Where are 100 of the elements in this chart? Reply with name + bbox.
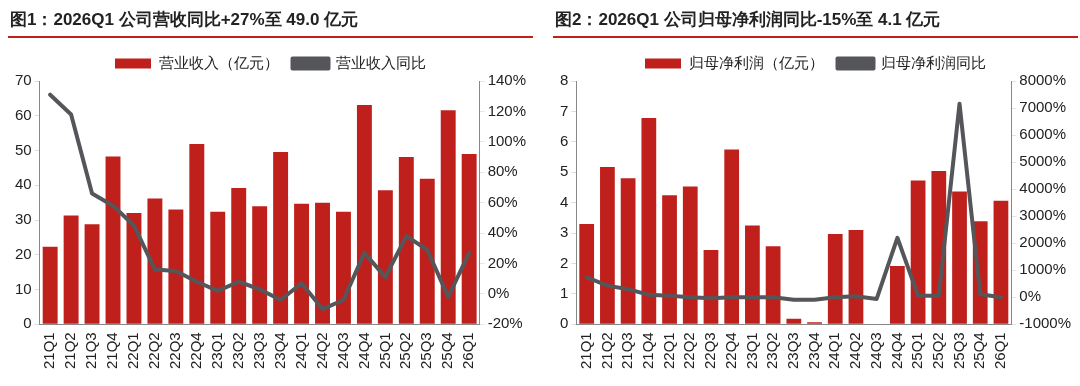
x-tick-label: 22Q2 [680,332,698,370]
bar [827,233,843,324]
legend-label: 归母净利润同比 [881,53,986,71]
y-tick-label: 20 [15,244,32,262]
x-tick-label: 22Q4 [721,332,739,370]
x-tick-label: 24Q1 [291,332,309,370]
y2-tick-label: 1000% [1019,260,1067,278]
bar [231,188,247,324]
bar [147,198,163,324]
bar [189,143,205,324]
x-tick-label: 24Q3 [333,332,351,370]
y2-tick-label: 0% [487,284,510,302]
y2-tick-label: 3000% [1019,206,1067,224]
x-tick-label: 21Q3 [82,332,100,370]
bar [579,223,595,324]
x-tick-label: 23Q1 [207,332,225,370]
x-tick-label: 22Q3 [701,332,719,370]
bar [294,203,310,324]
x-tick-label: 22Q1 [124,332,142,370]
x-tick-label: 22Q4 [186,332,204,370]
bar [63,215,79,324]
y-tick-label: 50 [15,140,32,158]
bar [952,191,967,324]
y-tick-label: 70 [15,71,32,89]
bar [356,104,372,324]
bar [84,224,100,324]
x-tick-label: 23Q1 [742,332,760,370]
x-tick-label: 21Q4 [638,332,656,370]
y2-tick-label: 20% [487,253,518,271]
bar [682,186,698,324]
bar [273,151,289,324]
y-tick-label: 2 [560,253,569,271]
bar [336,211,351,324]
x-tick-label: 21Q2 [61,332,79,370]
x-tick-label: 24Q4 [354,332,372,370]
bar [461,153,477,324]
chart-title: 图2：2026Q1 公司归母净利润同比-15%至 4.1 亿元 [553,6,1078,38]
y-tick-label: 40 [15,175,32,193]
x-tick-label: 24Q1 [825,332,843,370]
y2-tick-label: 120% [487,101,527,119]
legend-label: 归母净利润（亿元） [688,53,824,71]
bar [398,157,414,324]
x-tick-label: 23Q2 [763,332,781,370]
y2-tick-label: 2000% [1019,233,1067,251]
y-tick-label: 8 [560,71,569,89]
y2-tick-label: 5000% [1019,152,1067,170]
x-tick-label: 25Q3 [417,332,435,370]
x-tick-label: 25Q2 [928,332,946,370]
bar [105,156,121,324]
x-tick-label: 23Q3 [249,332,267,370]
y2-tick-label: 140% [487,71,527,89]
bar [315,202,330,324]
bar [377,190,393,324]
y2-tick-label: -1000% [1019,314,1071,332]
bar [210,211,226,324]
bar [724,149,740,324]
x-tick-label: 21Q1 [576,332,594,370]
x-tick-label: 24Q2 [312,332,330,370]
x-tick-label: 21Q4 [103,332,121,370]
x-tick-label: 22Q2 [145,332,163,370]
bar [440,110,456,324]
bar [252,206,268,324]
x-tick-label: 21Q2 [597,332,615,370]
y-tick-label: 0 [560,314,569,332]
y-tick-label: 30 [15,210,32,228]
y2-tick-label: -20% [487,314,523,332]
bar [641,118,657,324]
y2-tick-label: 40% [487,223,518,241]
bar [745,225,760,324]
bar [910,180,926,324]
y-tick-label: 7 [560,101,569,119]
y-tick-label: 60 [15,105,32,123]
y2-tick-label: 4000% [1019,179,1067,197]
y2-tick-label: 7000% [1019,98,1067,116]
x-tick-label: 23Q3 [783,332,801,370]
x-tick-label: 23Q4 [270,332,288,370]
x-tick-label: 21Q1 [40,332,58,370]
legend-label: 营业收入（亿元） [158,53,279,71]
x-tick-label: 24Q3 [866,332,884,370]
x-tick-label: 25Q2 [396,332,414,370]
x-tick-label: 22Q1 [659,332,677,370]
y2-tick-label: 60% [487,192,518,210]
y-tick-label: 0 [23,314,32,332]
x-tick-label: 23Q4 [804,332,822,370]
bar [42,246,58,324]
y2-tick-label: 80% [487,162,518,180]
bar [620,178,636,324]
bar [662,195,677,324]
bar [890,265,905,324]
y-tick-label: 4 [560,192,569,210]
x-tick-label: 21Q3 [618,332,636,370]
bar [765,246,781,324]
bar [600,167,615,324]
x-tick-label: 25Q1 [375,332,393,370]
chart-title: 图1：2026Q1 公司营收同比+27%至 49.0 亿元 [8,6,533,38]
y-tick-label: 5 [560,162,569,180]
x-tick-label: 26Q1 [459,332,477,370]
bar [993,200,1009,324]
x-tick-label: 25Q4 [438,332,456,370]
x-tick-label: 25Q1 [908,332,926,370]
